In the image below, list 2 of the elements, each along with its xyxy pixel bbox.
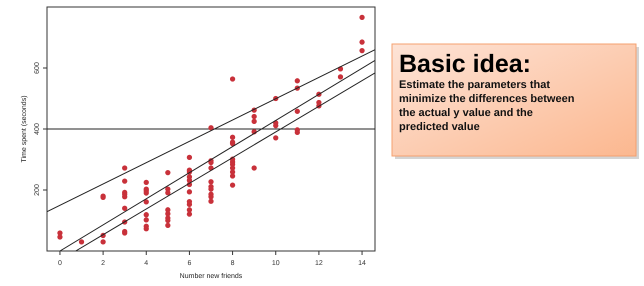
text: Estimate the parameters that minimize the differences between the actual y value and the predicted value [399, 79, 575, 133]
text: Basic idea: [399, 50, 532, 78]
